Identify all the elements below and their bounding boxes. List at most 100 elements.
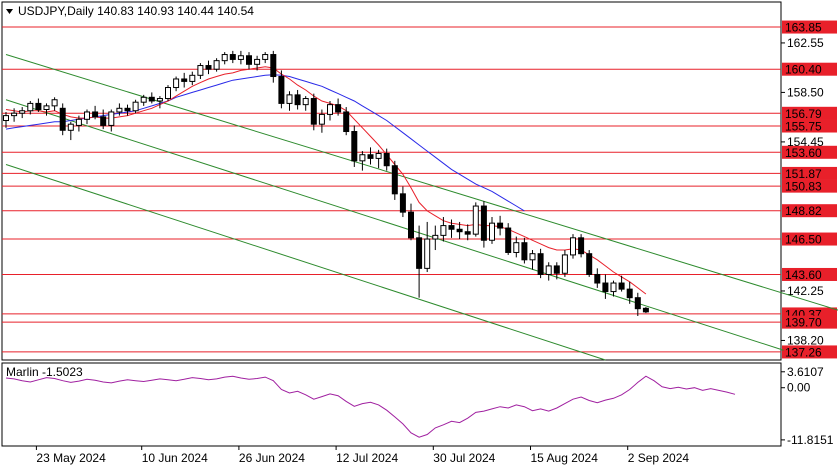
- candle-body: [634, 297, 641, 310]
- candle-body: [132, 101, 139, 112]
- x-tick-label: 2 Sep 2024: [628, 451, 690, 465]
- candle-body: [561, 254, 568, 274]
- candle-body: [383, 153, 390, 167]
- candle-body: [108, 111, 115, 126]
- candle-body: [3, 115, 9, 122]
- ma-slow-line: [5, 74, 525, 212]
- candle-body: [43, 105, 50, 111]
- candle-body: [464, 231, 471, 235]
- level-label: 139.70: [785, 316, 822, 330]
- candle-body: [237, 55, 244, 60]
- x-tick-label: 30 Jul 2024: [433, 451, 495, 465]
- level-label: 163.85: [785, 21, 822, 35]
- candle-body: [642, 307, 649, 313]
- candle-body: [513, 242, 520, 253]
- candle-body: [626, 288, 633, 299]
- candle-body: [432, 234, 439, 240]
- candle-body: [343, 111, 350, 133]
- x-tick-label: 10 Jun 2024: [142, 451, 208, 465]
- level-label-box: [782, 62, 837, 76]
- level-label-box: [782, 106, 837, 120]
- y-tick-label: 142.25: [787, 284, 824, 298]
- candle-body: [408, 211, 414, 239]
- collapse-triangle-icon[interactable]: [6, 9, 13, 14]
- level-label: 150.83: [785, 180, 822, 194]
- time-axis: 23 May 2024 10 Jun 2024 26 Jun 2024 12 Jul …: [35, 446, 690, 465]
- candle-body: [254, 58, 261, 65]
- price-frame: [1, 1, 782, 361]
- candle-body: [205, 65, 212, 70]
- level-label: 151.87: [785, 167, 822, 181]
- candle-body: [84, 111, 90, 120]
- candle-body: [399, 193, 406, 213]
- channel-line: [5, 54, 838, 311]
- candle-body: [359, 154, 366, 162]
- x-tick-label: 23 May 2024: [36, 451, 106, 465]
- candle-body: [440, 225, 447, 236]
- candle-body: [197, 65, 204, 76]
- y-tick-label: 162.55: [787, 36, 824, 50]
- candle-body: [602, 282, 609, 293]
- level-label: 155.75: [785, 120, 822, 134]
- candle-body: [586, 253, 593, 275]
- y-tick-label: 138.20: [787, 333, 824, 347]
- candle-body: [618, 282, 625, 290]
- candle-body: [221, 54, 228, 62]
- marlin-tick-label: 3.6107: [787, 365, 824, 379]
- candle-body: [375, 153, 382, 159]
- candle-body: [59, 107, 66, 131]
- level-label: 146.50: [785, 233, 822, 247]
- x-tick-label: 12 Jul 2024: [336, 451, 398, 465]
- candle-body: [456, 228, 463, 233]
- candle-body: [367, 154, 374, 159]
- candle-body: [100, 116, 107, 126]
- candle-body: [448, 225, 455, 230]
- candle-body: [351, 131, 358, 162]
- candle-body: [165, 87, 171, 100]
- candle-body: [335, 104, 342, 113]
- candle-body: [173, 78, 180, 89]
- candle-body: [19, 110, 26, 114]
- candle-body: [156, 98, 163, 102]
- candle-body: [497, 222, 504, 229]
- y-tick-label: 158.50: [787, 85, 824, 99]
- candle-body: [529, 253, 536, 261]
- candle-body: [213, 60, 220, 70]
- marlin-panel: 3.6107 0.00 -11.8151: [1, 362, 834, 447]
- candle-body: [11, 112, 18, 117]
- candle-body: [148, 96, 155, 102]
- candle-body: [424, 238, 431, 269]
- level-label-box: [782, 315, 837, 329]
- level-label-box: [782, 119, 837, 133]
- candle-body: [67, 123, 74, 131]
- level-label: 156.79: [785, 107, 822, 121]
- candle-body: [92, 111, 99, 118]
- level-label-box: [782, 345, 837, 359]
- candle-body: [578, 237, 585, 255]
- candle-body: [270, 54, 277, 78]
- candle-body: [302, 98, 309, 106]
- candle-body: [246, 55, 252, 65]
- candle-body: [229, 54, 236, 60]
- level-label: 148.82: [785, 204, 822, 218]
- level-label-box: [782, 267, 837, 281]
- candle-body: [537, 253, 544, 275]
- candle-body: [124, 107, 131, 112]
- level-label: 160.40: [785, 63, 822, 77]
- symbol-header: USDJPY,Daily 140.83 140.93 140.44 140.54: [18, 4, 254, 18]
- candle-body: [610, 282, 617, 293]
- indicator-label: Marlin -1.5023: [6, 365, 83, 379]
- candle-body: [318, 113, 325, 125]
- candle-body: [310, 98, 317, 125]
- candle-body: [553, 265, 560, 274]
- candle-body: [140, 96, 147, 103]
- candle-body: [27, 102, 34, 112]
- candle-body: [262, 54, 269, 60]
- level-label: 153.60: [785, 146, 822, 160]
- level-label-box: [782, 145, 837, 159]
- channel-line: [5, 164, 606, 361]
- candle-body: [189, 74, 196, 82]
- x-tick-label: 15 Aug 2024: [531, 451, 599, 465]
- channel-line: [5, 99, 784, 351]
